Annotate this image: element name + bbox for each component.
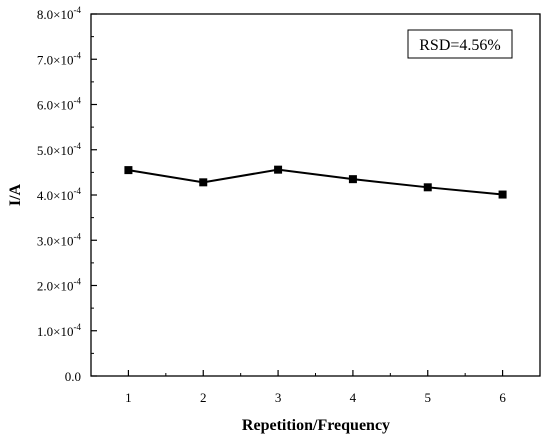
- y-tick-label: 4.0×10-4: [37, 186, 82, 203]
- x-tick-label: 1: [125, 390, 132, 405]
- y-tick-label: 2.0×10-4: [37, 277, 82, 294]
- x-axis-title: Repetition/Frequency: [242, 417, 390, 434]
- x-tick-label: 3: [275, 390, 282, 405]
- plot-frame: [90, 13, 541, 377]
- y-axis-ticks: 0.0 1.0×10-4 2.0×10-4 3.0×10-4 4.0×10-4 5.0×1…: [37, 5, 97, 384]
- x-tick-label: 2: [200, 390, 207, 405]
- annotation-text: RSD=4.56%: [419, 37, 500, 54]
- x-tick-label: 5: [425, 390, 432, 405]
- annotation-box: RSD=4.56%: [407, 29, 513, 59]
- y-tick-label: 6.0×10-4: [37, 96, 82, 113]
- data-point: [199, 178, 208, 187]
- y-tick-label: 5.0×10-4: [37, 141, 82, 158]
- x-axis-ticks: 1 2 3 4 5 6: [90, 370, 541, 405]
- data-point: [274, 165, 283, 174]
- series-layer: [124, 165, 507, 199]
- x-tick-label: 4: [350, 390, 357, 405]
- data-point: [498, 190, 507, 199]
- y-tick-label: 1.0×10-4: [37, 322, 82, 339]
- y-tick-label: 3.0×10-4: [37, 231, 82, 248]
- y-axis-title: I/A: [7, 183, 24, 206]
- y-tick-label: 8.0×10-4: [37, 5, 82, 22]
- x-tick-label: 6: [499, 390, 506, 405]
- series-line: [128, 168, 503, 196]
- data-point: [124, 166, 133, 175]
- y-tick-label: 7.0×10-4: [37, 50, 82, 67]
- data-point: [423, 183, 432, 192]
- data-point: [348, 175, 357, 184]
- y-tick-label: 0.0: [65, 369, 81, 384]
